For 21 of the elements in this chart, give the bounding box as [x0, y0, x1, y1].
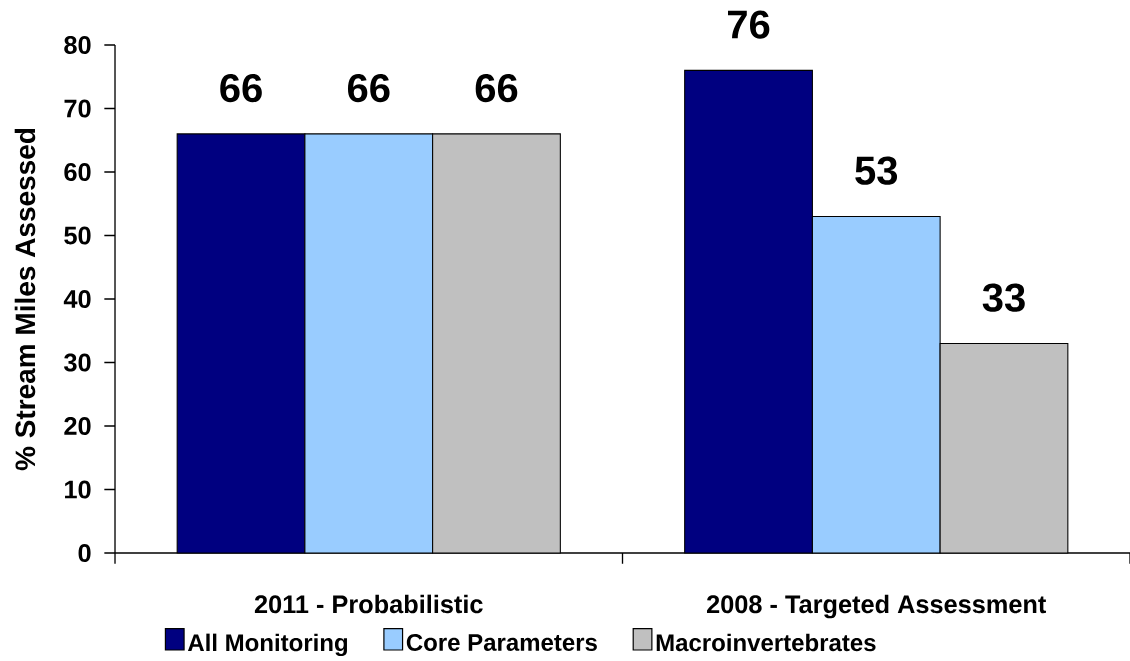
y-tick-label: 70 — [64, 99, 91, 118]
x-tick-label: 2008 - Targeted Assessment — [707, 594, 1047, 619]
y-tick-label: 50 — [64, 226, 91, 245]
legend-label: Macroinvertebrates — [656, 633, 876, 652]
x-tick-label: 2011 - Probabilistic — [254, 594, 483, 614]
legend-label: All Monitoring — [187, 633, 348, 657]
data-label: 33 — [982, 283, 1025, 312]
y-tick-label: 20 — [64, 417, 91, 435]
data-label: 53 — [855, 156, 898, 185]
legend-label: Core Parameters — [406, 633, 597, 651]
y-tick-label: 10 — [65, 480, 91, 499]
y-tick-label: 0 — [78, 544, 91, 562]
y-axis-title: % Stream Miles Assessed — [14, 128, 36, 471]
data-label: 66 — [347, 73, 390, 103]
data-label: 76 — [728, 10, 770, 39]
data-label: 66 — [475, 73, 518, 103]
y-tick-label: 80 — [64, 36, 91, 54]
data-label: 66 — [220, 73, 262, 103]
y-tick-label: 40 — [63, 290, 91, 308]
y-tick-label: 30 — [64, 353, 91, 372]
y-tick-label: 60 — [64, 163, 91, 181]
